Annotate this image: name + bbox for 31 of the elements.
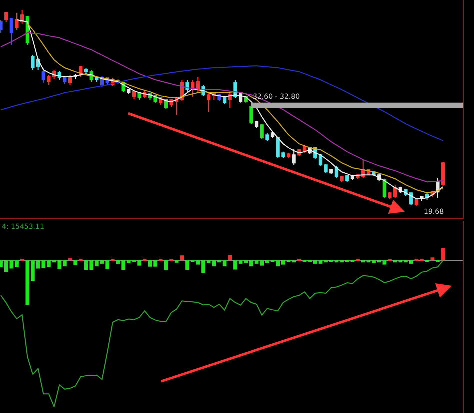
candlestick xyxy=(292,148,296,166)
candlestick xyxy=(414,198,418,207)
candlestick xyxy=(0,20,3,34)
candlestick xyxy=(254,120,259,129)
candlestick xyxy=(10,18,14,46)
candlestick xyxy=(260,124,264,140)
bar xyxy=(228,255,232,261)
candlestick xyxy=(127,88,131,95)
candlestick xyxy=(346,174,350,183)
candlestick xyxy=(95,76,99,82)
candlestick xyxy=(186,79,190,92)
candlestick xyxy=(84,68,88,75)
candlestick xyxy=(286,152,291,159)
candlestick xyxy=(324,164,328,174)
candlestick xyxy=(42,68,46,84)
bar xyxy=(74,260,78,266)
candlestick xyxy=(330,168,334,175)
candlestick xyxy=(132,89,136,100)
candlestick xyxy=(4,11,8,22)
bar xyxy=(430,258,435,261)
candlestick xyxy=(340,176,344,183)
candlestick xyxy=(441,162,446,187)
candlestick xyxy=(382,178,386,198)
candlestick xyxy=(63,76,67,85)
bar xyxy=(441,248,446,261)
candlestick xyxy=(250,106,254,125)
candlestick xyxy=(266,132,270,142)
bar xyxy=(164,260,168,271)
candlestick xyxy=(228,91,232,109)
candlestick xyxy=(207,92,211,112)
bar xyxy=(180,256,184,261)
